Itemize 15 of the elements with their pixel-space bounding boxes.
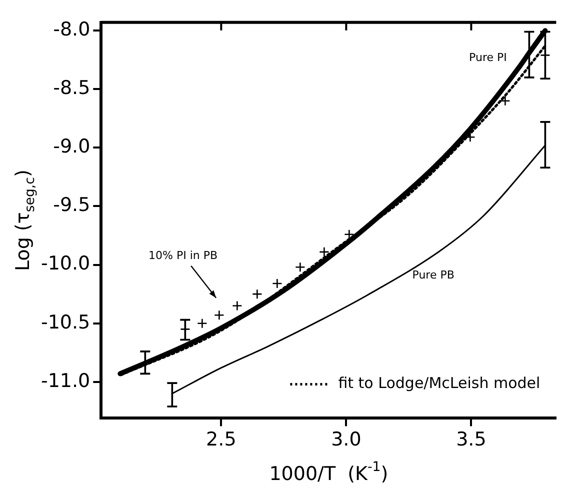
y-tick-label: -8.5 bbox=[53, 77, 90, 100]
y-axis-title: Log (τseg,c) bbox=[12, 170, 38, 271]
y-tick-label: -9.5 bbox=[53, 194, 90, 216]
y-tick-label: -9.0 bbox=[53, 136, 90, 158]
y-tick-label: -8.0 bbox=[53, 18, 90, 41]
y-tick-label: -10.0 bbox=[40, 252, 90, 275]
y-tick-label: -11.0 bbox=[40, 370, 90, 392]
x-tick-label: 2.5 bbox=[206, 428, 236, 451]
annotation: 10% PI in PB bbox=[148, 248, 218, 262]
legend-label: fit to Lodge/McLeish model bbox=[338, 374, 540, 392]
annotation: Pure PB bbox=[412, 268, 454, 282]
x-tick-label: 3.0 bbox=[331, 428, 362, 451]
annotation: Pure PI bbox=[469, 50, 507, 64]
x-tick-label: 3.5 bbox=[456, 428, 486, 451]
y-tick-label: -10.5 bbox=[40, 311, 90, 334]
